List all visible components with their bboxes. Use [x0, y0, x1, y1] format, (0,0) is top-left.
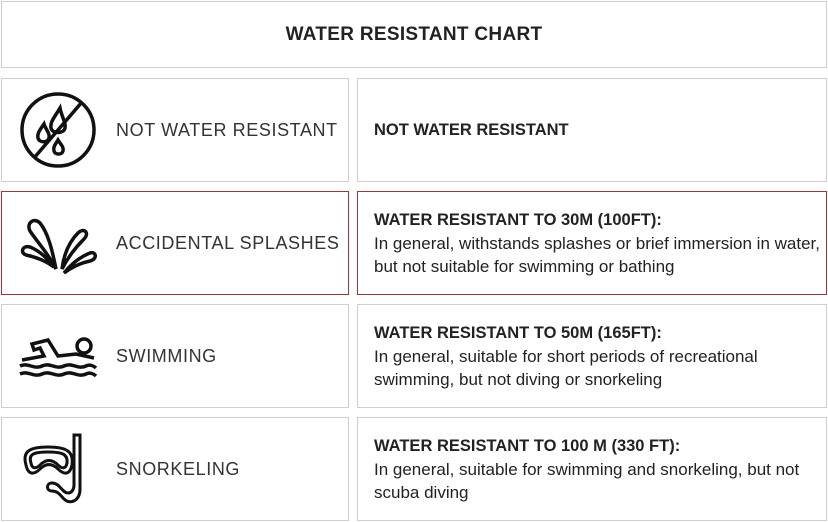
row-text: In general, suitable for short periods o…	[374, 346, 758, 389]
row-desc-not-water-resistant: NOT WATER RESISTANT	[357, 78, 827, 182]
splash-icon	[20, 218, 97, 275]
row-label-not-water-resistant: NOT WATER RESISTANT	[1, 78, 349, 182]
snorkel-mask-icon	[23, 433, 82, 504]
row-text: In general, suitable for swimming and sn…	[374, 459, 800, 502]
row-desc-accidental-splashes: WATER RESISTANT TO 30M (100FT): In gener…	[357, 191, 827, 295]
row-heading: WATER RESISTANT TO 30M (100FT):	[374, 210, 662, 229]
row-label-swimming: SWIMMING	[1, 304, 349, 408]
no-water-drops-icon	[20, 92, 96, 168]
chart-title: WATER RESISTANT CHART	[1, 1, 827, 68]
row-label-snorkeling: SNORKELING	[1, 417, 349, 521]
row-label: NOT WATER RESISTANT	[116, 119, 338, 140]
row-label: ACCIDENTAL SPLASHES	[116, 232, 340, 253]
row-heading: WATER RESISTANT TO 100 M (330 FT):	[374, 436, 681, 455]
row-label-accidental-splashes: ACCIDENTAL SPLASHES	[1, 191, 349, 295]
row-heading: NOT WATER RESISTANT	[374, 120, 569, 139]
row-label: SWIMMING	[116, 345, 217, 366]
row-heading: WATER RESISTANT TO 50M (165FT):	[374, 323, 662, 342]
row-desc-snorkeling: WATER RESISTANT TO 100 M (330 FT): In ge…	[357, 417, 827, 521]
swimmer-icon	[19, 337, 98, 378]
row-desc-swimming: WATER RESISTANT TO 50M (165FT): In gener…	[357, 304, 827, 408]
row-text: In general, withstands splashes or brief…	[374, 233, 820, 276]
row-label: SNORKELING	[116, 458, 241, 479]
